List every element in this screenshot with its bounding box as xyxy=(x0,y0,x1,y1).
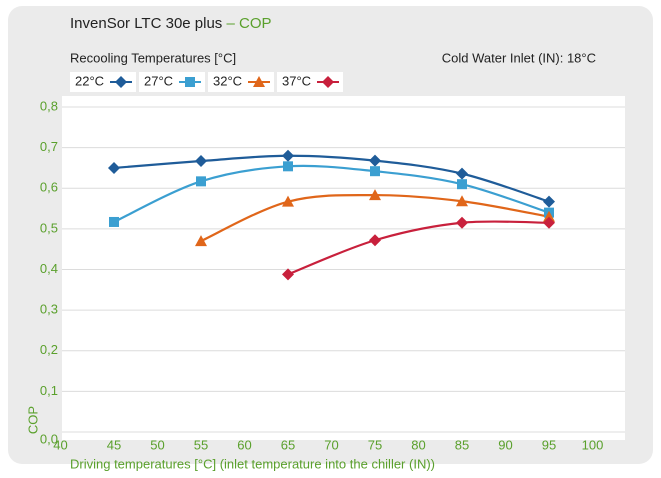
y-tick-label: 0,6 xyxy=(40,180,58,195)
marker xyxy=(108,161,120,174)
series-line xyxy=(113,154,550,203)
x-tick-label: 80 xyxy=(411,437,425,452)
legend-marker xyxy=(322,76,334,88)
legend-marker xyxy=(185,77,195,87)
x-tick-label: 95 xyxy=(542,437,556,452)
title-suffix: – COP xyxy=(226,15,271,32)
x-tick-label: 85 xyxy=(455,437,469,452)
legend-marker xyxy=(115,76,127,88)
x-tick-label: 70 xyxy=(324,437,338,452)
marker xyxy=(457,179,467,190)
x-tick-label: 40 xyxy=(53,437,67,452)
legend-label: 27°C xyxy=(144,73,173,88)
marker xyxy=(282,195,294,207)
marker xyxy=(282,268,294,281)
marker xyxy=(195,235,207,247)
series-line xyxy=(113,164,550,223)
chart-title: InvenSor LTC 30e plus – COP xyxy=(70,15,272,32)
marker xyxy=(283,161,293,172)
marker xyxy=(369,234,381,247)
y-axis-label: COP xyxy=(25,406,40,434)
marker xyxy=(282,149,294,162)
marker xyxy=(196,176,206,187)
x-tick-label: 55 xyxy=(194,437,208,452)
x-tick-label: 50 xyxy=(150,437,164,452)
marker xyxy=(543,216,555,229)
x-tick-label: 45 xyxy=(107,437,121,452)
legend-box xyxy=(277,72,343,92)
marker xyxy=(195,155,207,168)
x-axis-label: Driving temperatures [°C] (inlet tempera… xyxy=(70,456,435,471)
marker xyxy=(369,154,381,167)
y-tick-label: 0,1 xyxy=(40,383,58,398)
marker xyxy=(543,210,555,222)
subtitle: Recooling Temperatures [°C] xyxy=(70,50,236,65)
x-tick-label: 60 xyxy=(237,437,251,452)
y-tick-label: 0,0 xyxy=(40,431,58,446)
x-tick-label: 100 xyxy=(582,437,604,452)
y-tick-label: 0,4 xyxy=(40,261,58,276)
legend-label: 22°C xyxy=(75,73,104,88)
annotation: Cold Water Inlet (IN): 18°C xyxy=(442,50,596,65)
y-tick-label: 0,5 xyxy=(40,220,58,235)
marker xyxy=(109,216,119,227)
marker xyxy=(456,167,468,180)
y-tick-label: 0,3 xyxy=(40,302,58,317)
marker xyxy=(370,166,380,177)
marker xyxy=(543,195,555,208)
y-tick-label: 0,8 xyxy=(40,98,58,113)
marker xyxy=(369,189,381,201)
y-tick-label: 0,7 xyxy=(40,139,58,154)
title-main: InvenSor LTC 30e plus xyxy=(70,15,222,32)
marker xyxy=(456,216,468,229)
x-tick-label: 75 xyxy=(368,437,382,452)
series-line xyxy=(287,220,550,276)
x-tick-label: 65 xyxy=(281,437,295,452)
marker xyxy=(456,195,468,207)
legend-box xyxy=(70,72,136,92)
x-tick-label: 90 xyxy=(498,437,512,452)
legend-label: 32°C xyxy=(213,73,242,88)
plot-area xyxy=(62,96,625,440)
y-tick-label: 0,2 xyxy=(40,342,58,357)
legend-label: 37°C xyxy=(282,73,311,88)
legend-marker xyxy=(253,76,265,87)
